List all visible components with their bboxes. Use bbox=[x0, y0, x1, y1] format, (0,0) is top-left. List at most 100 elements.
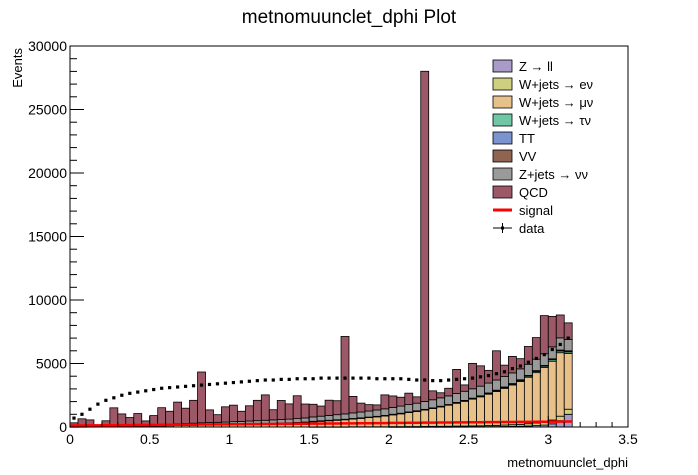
bar-6-49 bbox=[460, 390, 469, 401]
bar-7-15 bbox=[189, 399, 198, 424]
bar-7-13 bbox=[173, 401, 182, 425]
x-tick-label: 3 bbox=[544, 431, 552, 447]
bar-6-62 bbox=[563, 338, 573, 352]
bar-2-59 bbox=[539, 367, 549, 423]
bar-6-33 bbox=[332, 414, 342, 421]
data-point-53 bbox=[494, 372, 499, 376]
data-point-47 bbox=[447, 378, 451, 382]
x-tick-label: 2.5 bbox=[459, 431, 479, 447]
bar-7-41 bbox=[396, 396, 406, 407]
data-point-9 bbox=[144, 389, 148, 393]
bar-6-38 bbox=[372, 409, 382, 417]
bar-2-57 bbox=[523, 376, 533, 425]
bar-2-62 bbox=[563, 352, 573, 410]
bar-7-47 bbox=[444, 387, 454, 397]
bar-6-29 bbox=[300, 417, 310, 423]
bar-7-20 bbox=[229, 404, 238, 423]
bar-1-62 bbox=[563, 408, 573, 415]
bar-6-48 bbox=[452, 393, 461, 403]
bar-6-41 bbox=[396, 405, 406, 414]
y-tick-label: 30000 bbox=[28, 38, 67, 54]
data-point-15 bbox=[191, 384, 196, 388]
bar-7-17 bbox=[205, 409, 214, 423]
bar-7-26 bbox=[276, 400, 286, 420]
bar-7-61 bbox=[555, 314, 565, 339]
legend-label: signal bbox=[519, 203, 553, 218]
bar-7-43 bbox=[412, 396, 422, 404]
y-tick-label: 25000 bbox=[28, 102, 67, 118]
bar-7-21 bbox=[236, 410, 246, 422]
legend-label: W+jets → τν bbox=[519, 113, 591, 128]
bar-7-39 bbox=[380, 394, 390, 410]
bar-2-41 bbox=[396, 413, 406, 428]
data-point-61 bbox=[558, 342, 562, 347]
bar-2-43 bbox=[412, 410, 422, 427]
bar-7-18 bbox=[213, 414, 222, 423]
data-point-30 bbox=[311, 377, 315, 381]
bar-2-60 bbox=[547, 360, 557, 421]
bar-6-57 bbox=[523, 363, 533, 376]
bar-2-56 bbox=[516, 381, 525, 425]
bar-2-54 bbox=[500, 387, 509, 426]
y-axis-label: Events bbox=[10, 48, 25, 88]
bar-7-42 bbox=[404, 392, 414, 405]
data-point-58 bbox=[534, 356, 538, 361]
data-point-14 bbox=[183, 384, 188, 388]
bar-7-36 bbox=[356, 402, 366, 413]
legend-entry-4: TT bbox=[492, 131, 535, 146]
y-tick-label: 0 bbox=[59, 419, 67, 435]
data-point-11 bbox=[160, 386, 164, 390]
bar-6-28 bbox=[292, 418, 302, 423]
data-point-52 bbox=[486, 373, 491, 378]
bar-7-16 bbox=[197, 371, 206, 424]
x-tick-label: 1 bbox=[226, 431, 234, 447]
legend-swatch bbox=[492, 131, 513, 145]
data-point-31 bbox=[319, 376, 323, 380]
x-tick-label: 0 bbox=[66, 431, 74, 447]
bar-7-27 bbox=[284, 403, 294, 420]
bar-2-38 bbox=[372, 416, 382, 428]
legend-entry-6: Z+jets → νν bbox=[492, 167, 588, 182]
y-tick-label: 20000 bbox=[28, 165, 67, 181]
bar-7-22 bbox=[244, 405, 254, 422]
legend-label: W+jets → μν bbox=[519, 95, 593, 110]
bar-2-39 bbox=[380, 415, 390, 428]
bar-6-55 bbox=[508, 372, 517, 384]
bar-7-37 bbox=[364, 404, 374, 412]
bar-7-5 bbox=[109, 407, 119, 427]
bar-2-42 bbox=[404, 412, 414, 427]
bar-7-59 bbox=[539, 315, 549, 355]
data-point-44 bbox=[423, 378, 427, 382]
data-point-62 bbox=[566, 336, 570, 340]
data-point-57 bbox=[526, 360, 530, 364]
data-point-17 bbox=[207, 382, 212, 387]
legend-swatch bbox=[492, 95, 513, 109]
data-point-26 bbox=[279, 377, 283, 381]
bar-7-23 bbox=[252, 399, 262, 422]
data-point-7 bbox=[128, 391, 132, 395]
bar-6-30 bbox=[308, 416, 318, 422]
bar-6-50 bbox=[468, 388, 477, 399]
data-point-0 bbox=[72, 416, 76, 420]
bar-6-37 bbox=[364, 410, 374, 418]
bar-7-11 bbox=[157, 407, 167, 425]
legend-swatch bbox=[492, 59, 513, 73]
bar-7-34 bbox=[340, 336, 350, 415]
bar-6-39 bbox=[380, 408, 390, 416]
data-point-25 bbox=[271, 378, 275, 382]
data-point-33 bbox=[335, 376, 339, 380]
data-point-12 bbox=[168, 386, 172, 390]
chart-title: metnomuunclet_dphi Plot bbox=[242, 7, 457, 28]
data-point-50 bbox=[470, 376, 475, 380]
legend-label: TT bbox=[519, 131, 535, 146]
bar-7-28 bbox=[292, 395, 302, 420]
data-point-8 bbox=[136, 390, 140, 394]
bar-6-52 bbox=[484, 382, 493, 394]
legend-label: Z → ll bbox=[519, 59, 553, 74]
bar-2-58 bbox=[531, 372, 541, 424]
y-tick-label: 15000 bbox=[28, 229, 67, 245]
bar-7-31 bbox=[316, 405, 326, 417]
bar-7-46 bbox=[436, 392, 446, 399]
bar-6-31 bbox=[316, 415, 326, 422]
legend-swatch-marker bbox=[501, 226, 504, 230]
